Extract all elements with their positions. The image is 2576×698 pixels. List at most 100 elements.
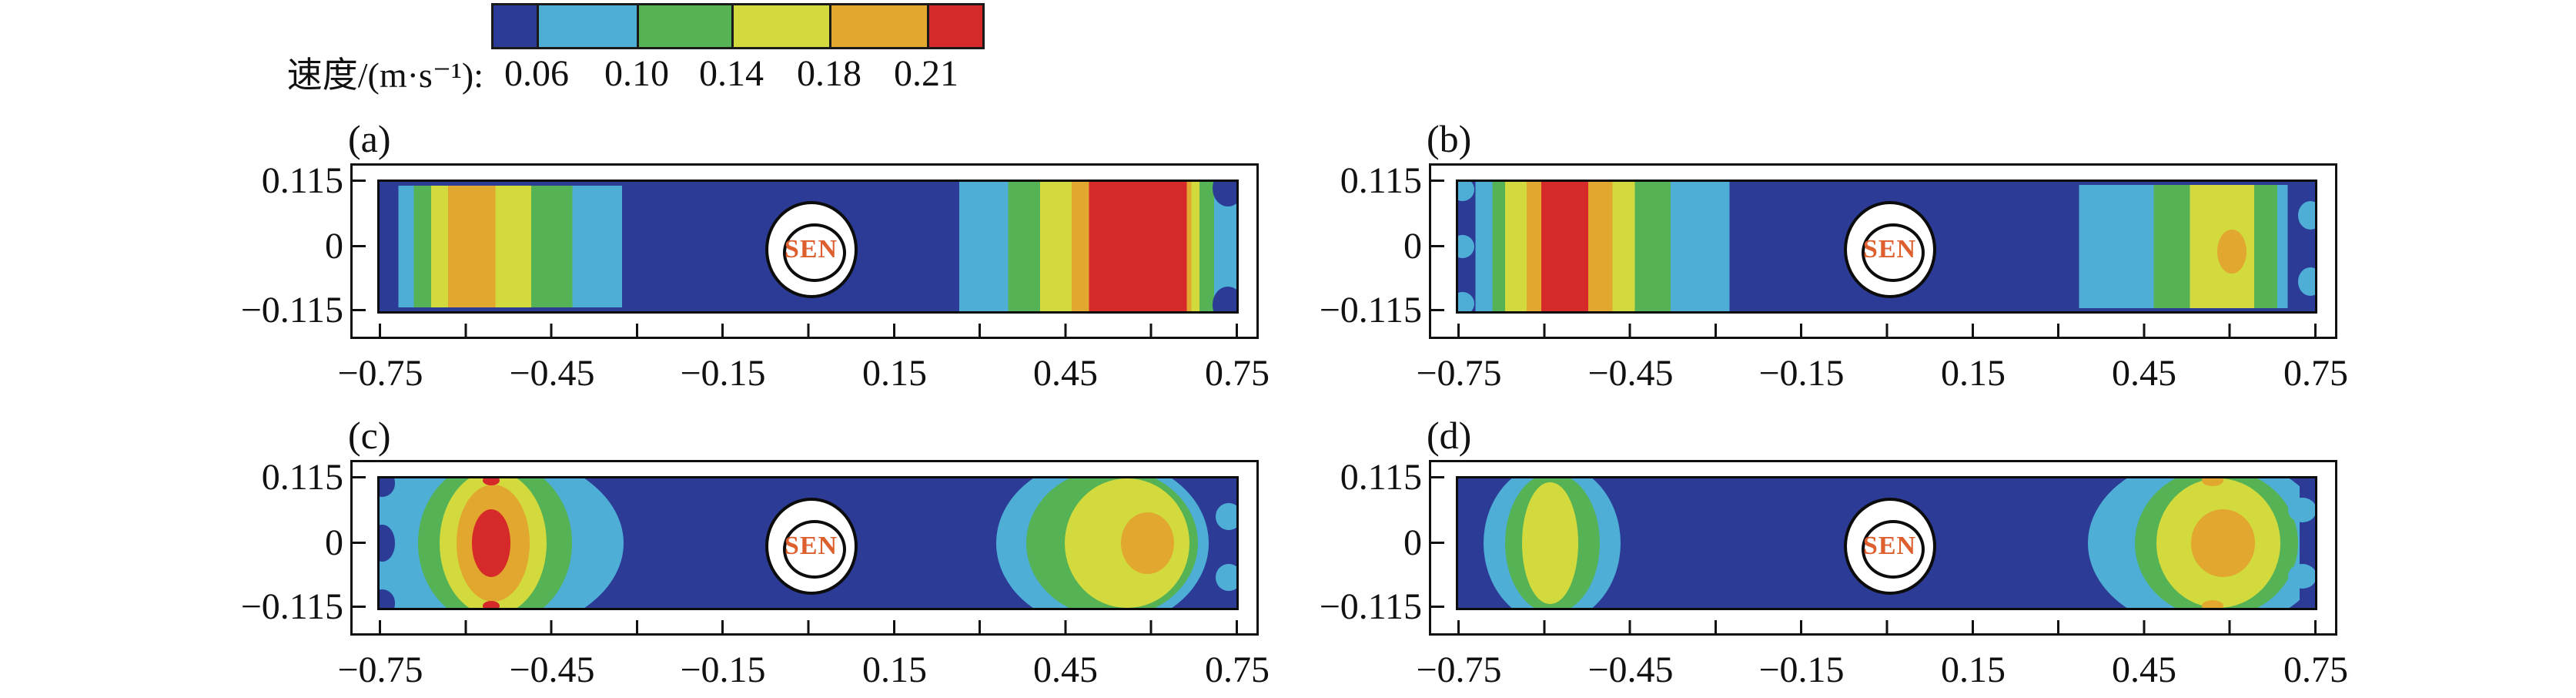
left-jet-contour-bands (380, 186, 637, 307)
colorbar (491, 3, 985, 49)
right-jet-core (2217, 230, 2246, 274)
x-tick-label: −0.15 (680, 649, 766, 690)
y-axis-tick (1431, 245, 1444, 247)
contour-band (1458, 291, 1475, 311)
sen-label: SEN (784, 235, 838, 263)
colorbar-tick-label: 0.14 (699, 53, 764, 94)
contour-region-a: SEN (377, 180, 1239, 314)
x-axis-ticks (379, 620, 1238, 633)
legend-title: 速度/(m·s⁻¹): (286, 55, 483, 95)
y-tick-label: 0 (1403, 226, 1422, 267)
contour-band (482, 600, 500, 608)
x-tick-label: 0.15 (1941, 649, 2006, 690)
left-jet-core (1522, 482, 1578, 604)
right-jet-contour-bands (936, 182, 1236, 311)
contour-band (1458, 182, 1475, 202)
x-tick-label: −0.45 (509, 649, 595, 690)
sen-port: SEN (1843, 201, 1936, 298)
x-axis-ticks (379, 324, 1238, 337)
sen-inner-ring (1861, 223, 1925, 282)
y-axis-tick (1431, 180, 1444, 182)
x-tick-label: −0.75 (1416, 353, 1502, 394)
x-tick-label: −0.15 (1758, 649, 1845, 690)
y-tick-label: −0.115 (1319, 586, 1422, 627)
x-tick-label: −0.75 (337, 353, 423, 394)
y-axis-tick (353, 476, 366, 478)
contour-region-b: SEN (1456, 180, 2317, 314)
colorbar-segment-yellow (731, 5, 830, 47)
colorbar-segment-green (636, 5, 732, 47)
x-tick-label: 0.75 (2283, 649, 2348, 690)
sen-inner-ring (782, 520, 846, 579)
sen-label: SEN (1862, 235, 1917, 263)
contour-band (2202, 599, 2223, 608)
contour-region-d: SEN (1456, 476, 2317, 610)
subplot-a-title: (a) (348, 117, 391, 160)
x-tick-label: 0.75 (1205, 649, 1270, 690)
contour-band (2288, 498, 2315, 523)
x-tick-label: 0.75 (2283, 353, 2348, 394)
subplot-c-title: (c) (348, 414, 391, 457)
x-tick-label: 0.45 (1033, 353, 1098, 394)
right-jet-core (2190, 509, 2256, 577)
x-tick-label: −0.15 (680, 353, 766, 394)
x-tick-label: −0.45 (509, 353, 595, 394)
contour-band (2297, 267, 2315, 296)
y-tick-label: 0 (325, 226, 343, 267)
sen-port: SEN (764, 201, 858, 298)
subplot-b-title: (b) (1427, 117, 1472, 160)
x-tick-label: 0.15 (862, 649, 927, 690)
y-tick-label: 0 (1403, 522, 1422, 563)
x-tick-label: 0.15 (862, 353, 927, 394)
x-tick-label: 0.75 (1205, 353, 1270, 394)
y-axis-tick (353, 309, 366, 311)
y-tick-label: −0.115 (1319, 290, 1422, 331)
y-axis-tick (1431, 606, 1444, 608)
contour-band (1216, 563, 1236, 592)
sen-port: SEN (764, 498, 858, 595)
contour-band (1216, 502, 1236, 531)
left-jet-core (472, 509, 511, 577)
sen-label: SEN (1862, 532, 1917, 560)
y-axis-tick (353, 180, 366, 182)
colorbar-segment-orange (829, 5, 927, 47)
y-axis-tick (353, 245, 366, 247)
subplot-d-title: (d) (1427, 414, 1472, 457)
sen-inner-ring (782, 223, 846, 282)
y-axis-tick (1431, 476, 1444, 478)
x-tick-label: 0.45 (2112, 353, 2176, 394)
x-tick-label: −0.45 (1587, 649, 1674, 690)
contour-band (482, 478, 500, 486)
x-tick-label: 0.45 (2112, 649, 2176, 690)
contour-band (380, 478, 396, 497)
y-axis-tick (353, 542, 366, 544)
colorbar-tick-label: 0.06 (504, 53, 569, 94)
y-tick-label: 0.115 (1340, 457, 1422, 498)
x-tick-label: −0.75 (1416, 649, 1502, 690)
contour-band (2288, 563, 2315, 589)
x-axis-ticks (1457, 324, 2317, 337)
contour-band (380, 589, 396, 608)
x-tick-label: 0.15 (1941, 353, 2006, 394)
colorbar-segment-blue (493, 5, 537, 47)
colorbar-tick-label: 0.21 (894, 53, 958, 94)
subplot-c-frame: (c) 0.115 0 −0.115 S (241, 414, 1270, 690)
subplot-a-frame: (a) 0.115 0 −0.115 SEN −0.75 −0.45 −0.15… (241, 117, 1270, 394)
y-tick-label: 0.115 (1340, 160, 1422, 201)
sen-port: SEN (1843, 498, 1936, 595)
contour-region-c: SEN (377, 476, 1239, 610)
x-tick-label: −0.75 (337, 649, 423, 690)
y-axis-tick (353, 606, 366, 608)
x-tick-label: −0.15 (1758, 353, 1845, 394)
x-axis-ticks (1457, 620, 2317, 633)
contour-band (380, 525, 396, 562)
contour-band (1458, 234, 1475, 259)
x-tick-label: 0.45 (1033, 649, 1098, 690)
colorbar-segment-cyan (536, 5, 637, 47)
colorbar-tick-label: 0.18 (797, 53, 861, 94)
right-jet-contour-bands (2058, 185, 2315, 308)
y-tick-label: −0.115 (240, 290, 343, 331)
y-axis-tick (1431, 542, 1444, 544)
y-tick-label: 0 (325, 522, 343, 563)
